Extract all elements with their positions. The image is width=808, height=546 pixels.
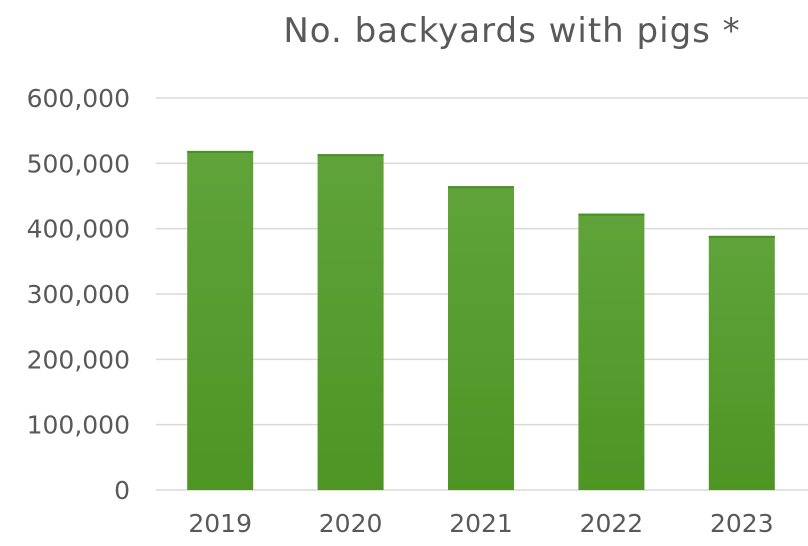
chart-title: No. backyards with pigs * [283, 11, 740, 51]
y-tick-label: 200,000 [27, 345, 130, 374]
bar-top-edge [317, 154, 384, 157]
bar-2021 [448, 186, 514, 490]
x-tick-label: 2020 [319, 509, 383, 538]
y-tick-label: 100,000 [27, 411, 130, 440]
bar-top-edge [578, 213, 645, 216]
bar-top-edge [187, 150, 254, 153]
bar-2020 [317, 154, 384, 491]
x-tick-label: 2021 [449, 509, 513, 538]
bar-2019 [187, 150, 254, 491]
x-tick-label: 2023 [710, 509, 774, 538]
bar-top-edge [448, 186, 514, 189]
x-tick-label: 2022 [580, 509, 644, 538]
y-tick-label: 0 [114, 476, 130, 505]
y-tick-label: 400,000 [27, 215, 130, 244]
bar-top-edge [708, 235, 775, 238]
x-axis-ticks: 2019 2020 2021 2022 2023 [188, 509, 773, 538]
y-axis-ticks: 0 100,000 200,000 300,000 400,000 500,000 600,… [27, 84, 130, 505]
y-tick-label: 300,000 [27, 280, 130, 309]
y-tick-label: 500,000 [27, 149, 130, 178]
bars [187, 150, 775, 491]
bar-2022 [578, 213, 645, 490]
y-tick-label: 600,000 [27, 84, 130, 113]
bar-2023 [708, 235, 775, 490]
x-tick-label: 2019 [188, 509, 252, 538]
